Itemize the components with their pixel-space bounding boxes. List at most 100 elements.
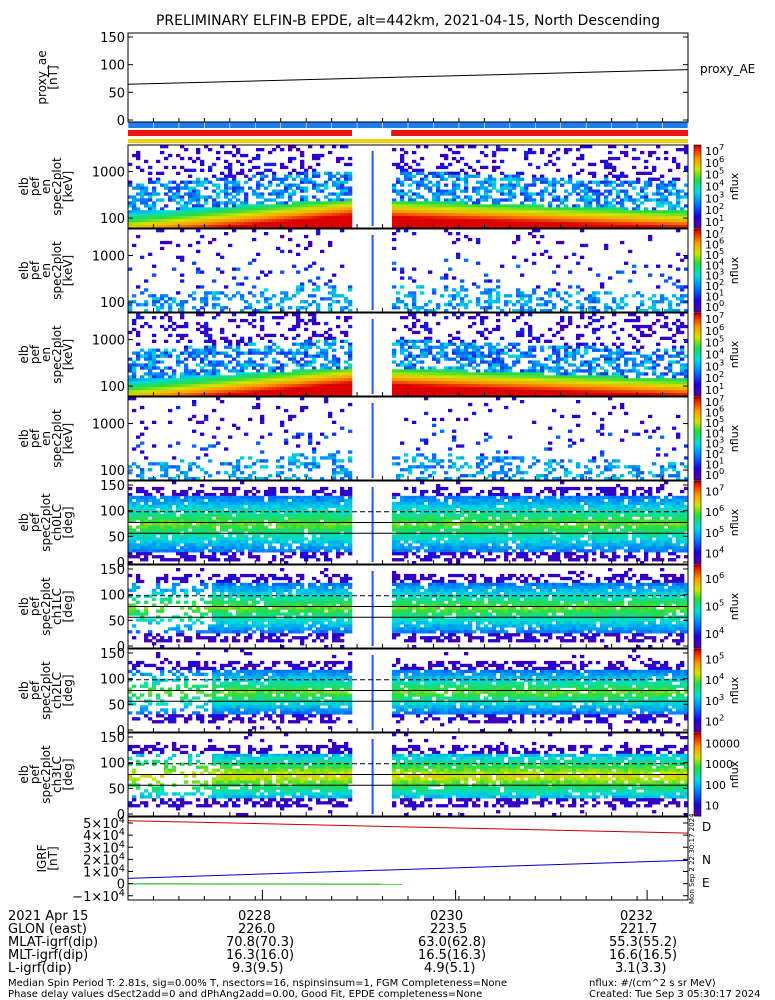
heatmap-cell <box>540 148 545 152</box>
heatmap-cell <box>672 180 677 184</box>
heatmap-cell <box>476 219 481 223</box>
colorbar-title: nflux <box>728 172 741 200</box>
heatmap-cell <box>664 378 669 382</box>
heatmap-cell <box>148 219 153 223</box>
heatmap-cell <box>304 195 309 199</box>
heatmap-cell <box>520 294 525 298</box>
heatmap-cell <box>292 219 297 223</box>
heatmap-cell <box>680 288 685 292</box>
heatmap-cell <box>272 174 277 178</box>
heatmap-cell <box>132 219 137 223</box>
heatmap-cell <box>548 378 553 382</box>
heatmap-cell <box>328 342 333 346</box>
heatmap-cell <box>472 360 477 364</box>
heatmap-cell <box>656 198 661 202</box>
heatmap-cell <box>180 225 185 229</box>
heatmap-cell <box>320 384 325 388</box>
heatmap-cell <box>440 372 445 376</box>
heatmap-cell <box>188 207 193 211</box>
heatmap-cell <box>452 378 457 382</box>
heatmap-cell <box>640 222 645 226</box>
heatmap-cell <box>556 240 561 245</box>
heatmap-cell <box>428 393 433 397</box>
heatmap-cell <box>664 150 669 155</box>
heatmap-cell <box>304 246 309 251</box>
heatmap-cell <box>536 213 541 217</box>
heatmap-cell <box>408 219 413 223</box>
heatmap-cell <box>572 204 577 208</box>
heatmap-cell <box>128 210 133 214</box>
heatmap-cell <box>460 339 465 343</box>
heatmap-cell <box>212 294 217 298</box>
heatmap-cell <box>208 195 213 199</box>
heatmap-cell <box>276 219 281 223</box>
heatmap-cell <box>204 453 209 457</box>
heatmap-cell <box>204 339 209 343</box>
heatmap-cell <box>296 222 301 226</box>
heatmap-cell <box>440 162 445 167</box>
heatmap-cell <box>188 375 193 379</box>
heatmap-cell <box>204 207 209 211</box>
heatmap-cell <box>428 309 433 313</box>
heatmap-cell <box>628 216 633 220</box>
heatmap-cell <box>560 345 565 349</box>
heatmap-cell <box>516 381 521 385</box>
heatmap-cell <box>280 234 285 239</box>
heatmap-cell <box>160 462 165 466</box>
heatmap-cell <box>608 384 613 388</box>
heatmap-cell <box>488 390 493 394</box>
heatmap-cell <box>400 207 405 211</box>
heatmap-cell <box>484 393 489 397</box>
heatmap-cell <box>580 180 585 184</box>
heatmap-cell <box>328 201 333 205</box>
heatmap-cell <box>464 213 469 217</box>
heatmap-cell <box>312 156 317 161</box>
heatmap-cell <box>308 390 313 394</box>
colorbar-step <box>694 233 701 236</box>
heatmap-cell <box>528 219 533 223</box>
heatmap-cell <box>332 145 337 149</box>
colorbar-step <box>694 340 701 343</box>
heatmap-cell <box>492 375 497 379</box>
heatmap-cell <box>292 381 297 385</box>
heatmap-cell <box>220 378 225 382</box>
heatmap-cell <box>616 381 621 385</box>
heatmap-cell <box>544 180 549 184</box>
heatmap-cell <box>524 354 529 358</box>
heatmap-cell <box>176 207 181 211</box>
heatmap-cell <box>224 306 229 310</box>
heatmap-cell <box>652 363 657 367</box>
heatmap-cell <box>456 222 461 226</box>
heatmap-cell <box>228 174 233 178</box>
heatmap-cell <box>636 375 641 379</box>
heatmap-cell <box>444 288 449 292</box>
heatmap-cell <box>336 360 341 364</box>
colorbar-step <box>694 266 701 269</box>
heatmap-cell <box>412 174 417 178</box>
heatmap-cell <box>496 204 501 208</box>
heatmap-cell <box>340 393 345 397</box>
heatmap-cell <box>268 225 273 229</box>
heatmap-cell <box>420 156 425 161</box>
heatmap-cell <box>168 240 173 245</box>
heatmap-cell <box>480 316 485 320</box>
heatmap-cell <box>452 198 457 202</box>
heatmap-cell <box>392 186 397 190</box>
heatmap-cell <box>312 381 317 385</box>
heatmap-cell <box>156 393 161 397</box>
heatmap-cell <box>568 393 573 397</box>
heatmap-cell <box>560 327 565 332</box>
heatmap-cell <box>424 381 429 385</box>
heatmap-cell <box>640 360 645 364</box>
heatmap-cell <box>292 201 297 205</box>
heatmap-cell <box>344 333 349 338</box>
heatmap-cell <box>576 204 581 208</box>
heatmap-cell <box>644 390 649 394</box>
heatmap-cell <box>156 159 161 164</box>
heatmap-cell <box>140 183 145 187</box>
heatmap-cell <box>224 390 229 394</box>
heatmap-cell <box>416 216 421 220</box>
heatmap-cell <box>168 465 173 469</box>
heatmap-cell <box>544 390 549 394</box>
heatmap-cell <box>480 354 485 358</box>
